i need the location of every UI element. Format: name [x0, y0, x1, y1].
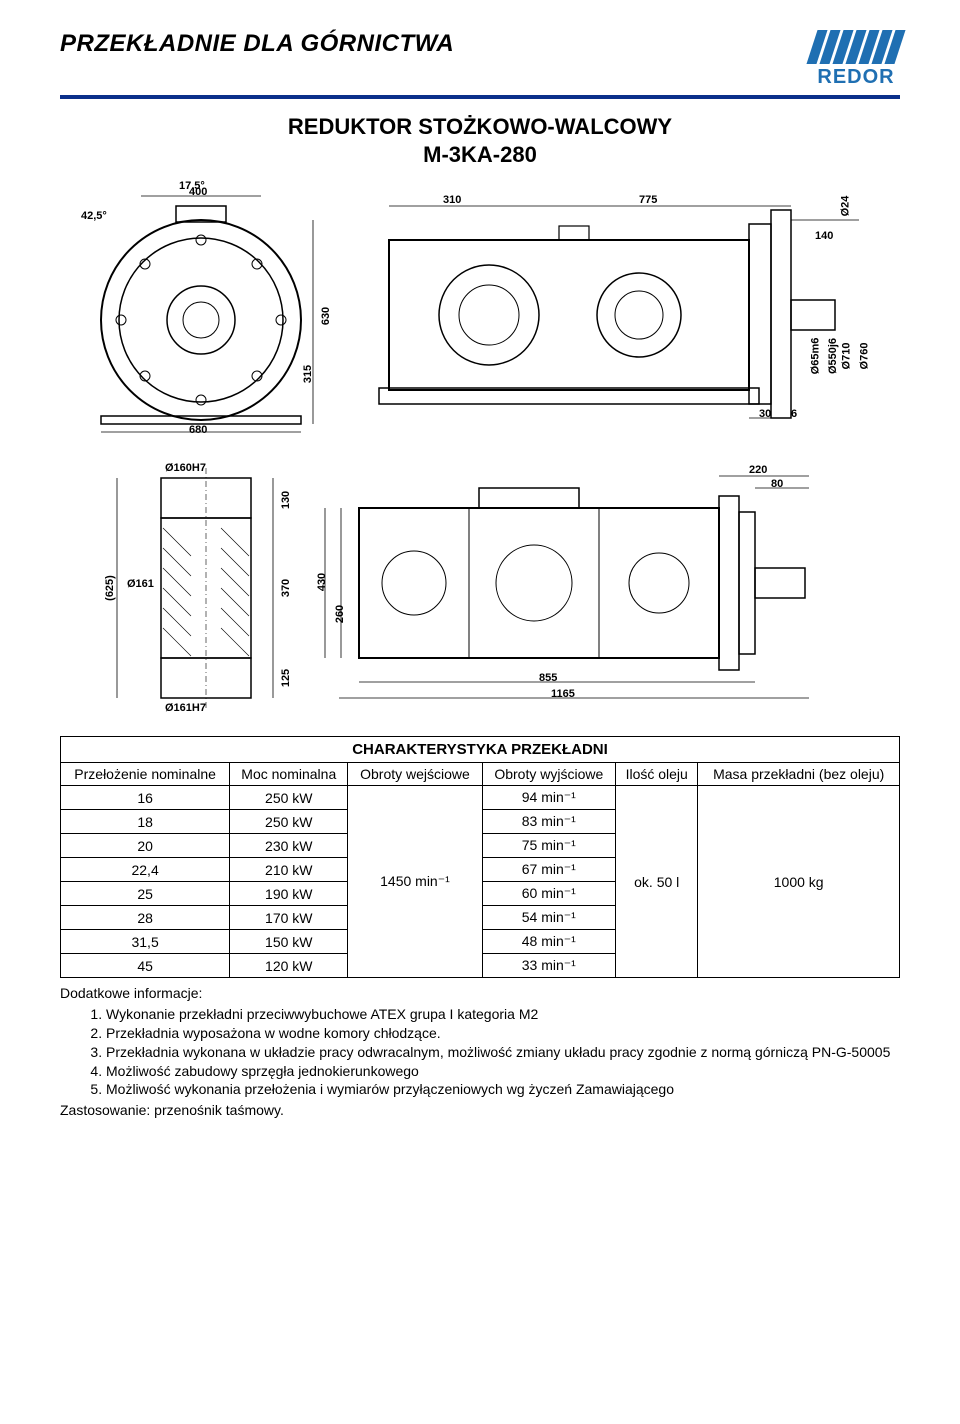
dim-gap: 30 — [759, 408, 771, 420]
cell-ratio: 31,5 — [61, 930, 230, 954]
dim-len2: 1165 — [551, 688, 575, 700]
dim-w-top: 220 — [749, 464, 767, 476]
cell-mass: 1000 kg — [698, 786, 900, 978]
drawing-front-view: 17,5° 42,5° 400 680 630 315 — [81, 180, 341, 440]
dim-d2: Ø550j6 — [827, 338, 839, 374]
cell-output-speed: 83 min⁻¹ — [482, 810, 615, 834]
application-value: przenośnik taśmowy. — [154, 1102, 284, 1118]
table-header-row: Przełożenie nominalne Moc nominalna Obro… — [61, 763, 900, 786]
logo-bars-icon — [806, 30, 905, 64]
cell-power: 250 kW — [230, 786, 348, 810]
cell-power: 120 kW — [230, 954, 348, 978]
dim-h2b: 260 — [334, 605, 346, 623]
cell-output-speed: 48 min⁻¹ — [482, 930, 615, 954]
col-power: Moc nominalna — [230, 763, 348, 786]
logo-text: REDOR — [817, 66, 894, 89]
col-oil: Ilość oleju — [616, 763, 698, 786]
product-title-line2: M-3KA-280 — [423, 142, 537, 167]
application-line: Zastosowanie: przenośnik taśmowy. — [60, 1101, 900, 1120]
info-item: Przekładnia wykonana w układzie pracy od… — [106, 1043, 900, 1062]
cell-output-speed: 60 min⁻¹ — [482, 882, 615, 906]
application-label: Zastosowanie: — [60, 1102, 150, 1118]
cell-power: 250 kW — [230, 810, 348, 834]
cell-ratio: 25 — [61, 882, 230, 906]
dim-shaft-d: Ø24 — [839, 196, 851, 217]
table-row: 16250 kW1450 min⁻¹94 min⁻¹ok. 50 l1000 k… — [61, 786, 900, 810]
drawing-side-view: 310 775 Ø24 140 Ø65m6 Ø550j6 Ø710 Ø760 3… — [359, 180, 879, 440]
info-heading: Dodatkowe informacje: — [60, 984, 900, 1003]
cell-ratio: 22,4 — [61, 858, 230, 882]
drawing-input-section: Ø160H7 Ø161 Ø161H7 (625) 130 370 125 — [101, 458, 301, 718]
col-out: Obroty wyjściowe — [482, 763, 615, 786]
logo: REDOR — [812, 30, 900, 89]
cell-oil: ok. 50 l — [616, 786, 698, 978]
cell-output-speed: 67 min⁻¹ — [482, 858, 615, 882]
info-item: Przekładnia wyposażona w wodne komory ch… — [106, 1024, 900, 1043]
dim-h1: 130 — [280, 491, 292, 509]
cell-power: 210 kW — [230, 858, 348, 882]
product-title-line1: REDUKTOR STOŻKOWO-WALCOWY — [288, 114, 672, 139]
cell-output-speed: 75 min⁻¹ — [482, 834, 615, 858]
dim-angle-left: 42,5° — [81, 210, 107, 222]
cell-ratio: 20 — [61, 834, 230, 858]
dim-flange-h: 140 — [815, 230, 833, 242]
cell-output-speed: 94 min⁻¹ — [482, 786, 615, 810]
dim-width: 400 — [189, 186, 207, 198]
dim-base: 680 — [189, 424, 207, 436]
dim-d-mid: Ø161 — [127, 578, 154, 590]
cell-power: 170 kW — [230, 906, 348, 930]
col-mass: Masa przekładni (bez oleju) — [698, 763, 900, 786]
dim-seg2: 775 — [639, 194, 657, 206]
header-divider — [60, 95, 900, 99]
info-item: Możliwość zabudowy sprzęgła jednokierunk… — [106, 1062, 900, 1081]
col-in: Obroty wejściowe — [348, 763, 482, 786]
spec-table: Przełożenie nominalne Moc nominalna Obro… — [60, 762, 900, 978]
dim-d3: Ø710 — [840, 343, 852, 370]
cell-ratio: 45 — [61, 954, 230, 978]
cell-power: 190 kW — [230, 882, 348, 906]
col-ratio: Przełożenie nominalne — [61, 763, 230, 786]
dim-len1: 855 — [539, 672, 557, 684]
header: PRZEKŁADNIE DLA GÓRNICTWA REDOR — [60, 30, 900, 89]
cell-power: 150 kW — [230, 930, 348, 954]
dim-h2: 370 — [280, 579, 292, 597]
dim-thk: 6 — [791, 408, 797, 420]
technical-drawings: 17,5° 42,5° 400 680 630 315 — [60, 180, 900, 718]
table-caption: CHARAKTERYSTYKA PRZEKŁADNI — [60, 736, 900, 762]
drawing-top-view: 220 80 430 260 855 1165 — [319, 458, 859, 718]
cell-output-speed: 54 min⁻¹ — [482, 906, 615, 930]
dim-d-bot: Ø161H7 — [165, 702, 206, 714]
dim-h3: 125 — [280, 669, 292, 687]
cell-ratio: 18 — [61, 810, 230, 834]
info-item: Wykonanie przekładni przeciwwybuchowe AT… — [106, 1005, 900, 1024]
dim-h1b: 430 — [316, 573, 328, 591]
dim-height: 630 — [320, 307, 332, 325]
cell-output-speed: 33 min⁻¹ — [482, 954, 615, 978]
info-list: Wykonanie przekładni przeciwwybuchowe AT… — [78, 1005, 900, 1099]
cell-power: 230 kW — [230, 834, 348, 858]
dim-d1: Ø65m6 — [809, 338, 821, 375]
dim-seg1: 310 — [443, 194, 461, 206]
dim-w-flange: 80 — [771, 478, 783, 490]
dim-d4: Ø760 — [858, 343, 870, 370]
dim-overall: (625) — [104, 575, 116, 601]
cell-input-speed: 1450 min⁻¹ — [348, 786, 482, 978]
dim-half-height: 315 — [302, 365, 314, 383]
page-title: PRZEKŁADNIE DLA GÓRNICTWA — [60, 30, 454, 58]
dim-d-top: Ø160H7 — [165, 462, 206, 474]
cell-ratio: 28 — [61, 906, 230, 930]
additional-info: Dodatkowe informacje: Wykonanie przekład… — [60, 984, 900, 1120]
cell-ratio: 16 — [61, 786, 230, 810]
info-item: Możliwość wykonania przełożenia i wymiar… — [106, 1080, 900, 1099]
product-title: REDUKTOR STOŻKOWO-WALCOWY M-3KA-280 — [60, 113, 900, 168]
